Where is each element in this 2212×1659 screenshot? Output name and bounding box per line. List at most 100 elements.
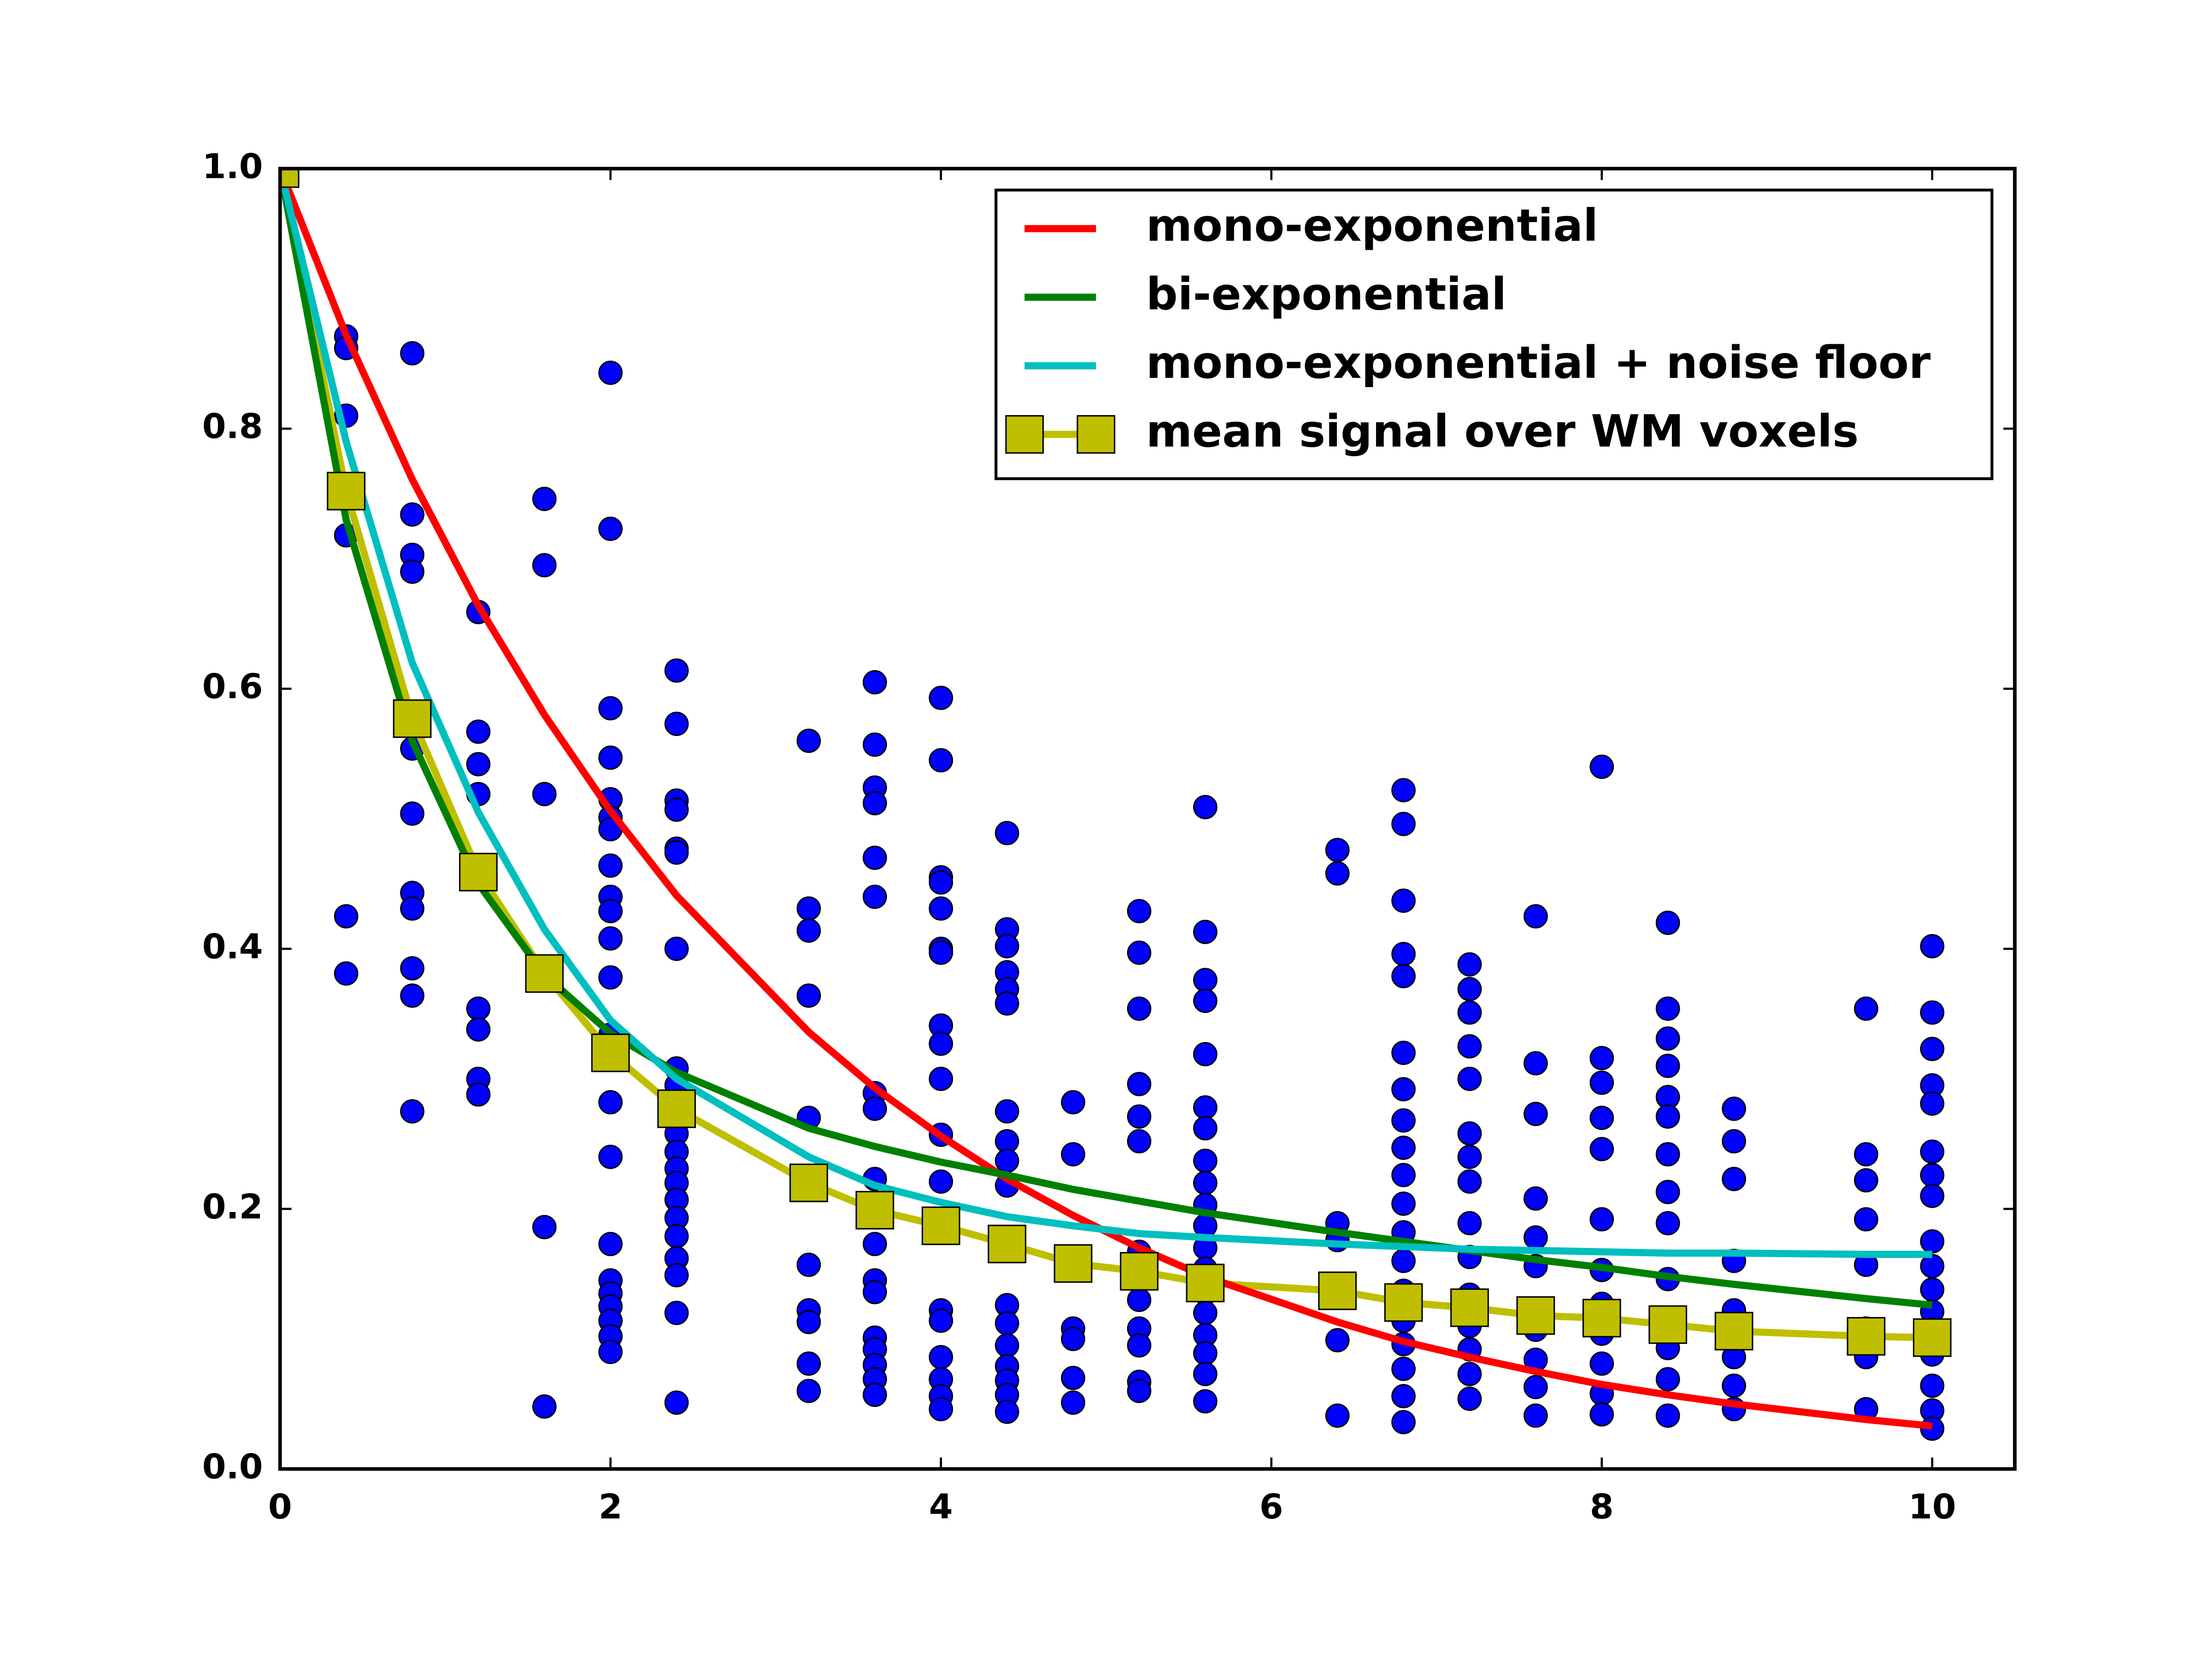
legend-box — [994, 188, 1994, 480]
data-point — [1127, 1104, 1152, 1129]
data-point — [598, 1232, 623, 1256]
data-point — [1722, 1096, 1746, 1121]
data-point — [1391, 1248, 1416, 1273]
data-point — [1854, 996, 1878, 1021]
data-point — [1854, 1207, 1878, 1232]
data-point — [994, 1400, 1019, 1424]
square-marker — [789, 1163, 828, 1202]
data-point — [1391, 1041, 1416, 1065]
square-marker — [921, 1206, 960, 1245]
y-tick-label: 0.6 — [202, 666, 263, 706]
series-line — [280, 168, 1933, 1309]
square-marker — [459, 853, 498, 892]
data-point — [664, 797, 689, 822]
data-point — [1391, 1384, 1416, 1408]
data-point — [466, 719, 491, 744]
data-point — [863, 1232, 887, 1256]
data-point — [1457, 1386, 1482, 1411]
data-point — [400, 983, 424, 1008]
x-tick-label: 8 — [1590, 1487, 1614, 1527]
data-point — [598, 1090, 623, 1115]
data-point — [1722, 1373, 1746, 1398]
data-point — [1457, 1211, 1482, 1235]
data-point — [1920, 1091, 1945, 1116]
data-point — [1722, 1167, 1746, 1191]
data-point — [598, 745, 623, 770]
data-point — [664, 1263, 689, 1288]
axes-frame — [278, 167, 2017, 1471]
data-point — [796, 1351, 821, 1376]
data-point — [598, 517, 623, 541]
data-point — [598, 696, 623, 721]
data-point — [1391, 888, 1416, 913]
data-point — [466, 996, 491, 1021]
data-point — [1589, 1071, 1614, 1095]
data-point — [1061, 1365, 1085, 1390]
data-point — [796, 896, 821, 921]
data-point — [1061, 1327, 1085, 1351]
square-marker — [393, 699, 432, 738]
data-point — [1127, 1288, 1152, 1312]
data-point — [1589, 1207, 1614, 1232]
square-marker — [280, 168, 300, 188]
data-point — [1457, 1145, 1482, 1169]
data-point — [1193, 919, 1218, 944]
y-tick-label: 0.8 — [202, 406, 263, 447]
square-marker — [1582, 1299, 1621, 1338]
data-point — [400, 801, 424, 826]
data-point — [1193, 988, 1218, 1013]
data-point — [598, 853, 623, 878]
data-point — [1193, 794, 1218, 819]
data-point — [1920, 1373, 1945, 1398]
data-point — [796, 1253, 821, 1277]
data-point — [1391, 1191, 1416, 1216]
data-point — [994, 821, 1019, 846]
data-point — [1391, 1410, 1416, 1435]
data-point — [1391, 1108, 1416, 1133]
y-tick-label: 1.0 — [202, 146, 263, 186]
data-point — [796, 729, 821, 753]
data-point — [1193, 968, 1218, 992]
data-point — [1920, 934, 1945, 959]
data-point — [929, 896, 953, 921]
data-point — [1061, 1142, 1085, 1167]
data-point — [598, 899, 623, 924]
data-point — [1127, 941, 1152, 965]
data-point — [664, 712, 689, 736]
data-point — [1920, 1229, 1945, 1254]
data-point — [796, 1378, 821, 1403]
data-point — [400, 1099, 424, 1124]
data-point — [1589, 1351, 1614, 1376]
legend-label: mean signal over WM voxels — [1146, 406, 1859, 457]
data-point — [664, 1390, 689, 1415]
data-point — [1457, 1034, 1482, 1059]
data-point — [1589, 1106, 1614, 1130]
square-marker — [1318, 1271, 1357, 1310]
plot-content — [280, 168, 1952, 1441]
data-point — [532, 782, 557, 806]
data-point — [1325, 1328, 1350, 1353]
data-point — [1589, 1046, 1614, 1071]
data-point — [1391, 1356, 1416, 1381]
data-point — [334, 904, 359, 929]
square-marker — [1516, 1296, 1555, 1335]
data-point — [598, 965, 623, 990]
data-point — [400, 956, 424, 981]
square-marker — [1053, 1244, 1093, 1283]
data-point — [863, 884, 887, 909]
y-tick-label: 0.4 — [202, 926, 263, 966]
data-point — [929, 1345, 953, 1370]
data-point — [664, 1224, 689, 1248]
data-point — [1920, 1000, 1945, 1025]
data-point — [994, 1333, 1019, 1358]
square-marker — [988, 1224, 1027, 1264]
series-line — [280, 168, 1933, 1430]
data-point — [1325, 861, 1350, 886]
data-point — [1193, 1389, 1218, 1414]
data-point — [400, 341, 424, 365]
data-point — [1457, 1362, 1482, 1386]
data-point — [1193, 1095, 1218, 1120]
data-point — [1127, 1129, 1152, 1153]
data-point — [994, 1099, 1019, 1124]
